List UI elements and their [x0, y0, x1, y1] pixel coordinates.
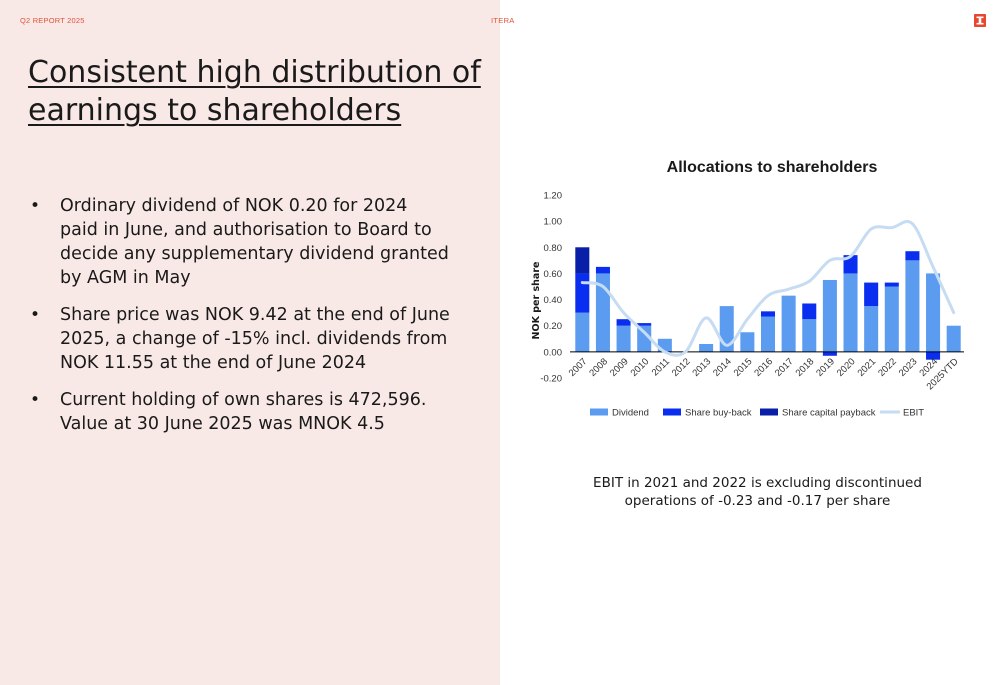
bar-share-buy-back — [595, 266, 610, 274]
x-tick-label: 2022 — [876, 356, 899, 379]
legend-swatch-share-capital-payback — [760, 408, 778, 416]
bar-dividend — [595, 273, 610, 352]
bar-share-buy-back — [637, 323, 652, 326]
bar-dividend — [740, 332, 755, 352]
bar-share-buy-back — [843, 255, 858, 274]
bullet-list: • Ordinary dividend of NOK 0.20 for 2024 … — [30, 194, 450, 449]
bar-share-capital-payback — [575, 247, 590, 274]
y-tick-label: 0.20 — [544, 321, 563, 332]
ebit-line — [580, 220, 956, 357]
x-tick-label: 2012 — [670, 356, 693, 379]
bar-dividend — [843, 273, 858, 352]
bar-share-buy-back — [864, 282, 879, 307]
bar-share-buy-back — [822, 351, 837, 356]
y-tick-label: -0.20 — [540, 374, 562, 385]
chart-footnote: EBIT in 2021 and 2022 is excluding disco… — [593, 475, 922, 509]
legend-label: Dividend — [612, 408, 649, 419]
bar-dividend — [905, 260, 920, 352]
y-tick-label: 0.60 — [544, 269, 563, 280]
bar-dividend — [781, 295, 796, 352]
allocations-chart: Allocations to shareholders -0.20 0.00 0.20… — [520, 150, 990, 430]
legend-label: EBIT — [903, 408, 924, 419]
y-tick-label: 0.00 — [544, 347, 563, 358]
x-tick-label: 2011 — [650, 356, 672, 378]
bullet-icon: • — [30, 196, 41, 216]
company-label: ITERA — [491, 16, 515, 25]
bar-dividend — [575, 312, 590, 352]
bar-share-buy-back — [926, 351, 941, 360]
report-label: Q2 REPORT 2025 — [20, 16, 85, 25]
bar-dividend — [802, 319, 817, 352]
y-tick-label: 1.00 — [544, 217, 563, 228]
left-panel — [0, 0, 500, 685]
x-tick-label: 2018 — [794, 356, 817, 379]
y-tick-label: 0.80 — [544, 243, 563, 254]
legend-swatch-dividend — [590, 408, 608, 416]
bar-dividend — [946, 325, 961, 352]
bar-share-buy-back — [884, 282, 899, 287]
itera-logo-icon — [974, 14, 986, 27]
bar-share-buy-back — [802, 303, 817, 320]
x-tick-label: 2014 — [711, 356, 734, 379]
y-axis-label: NOK per share — [531, 262, 542, 340]
chart-svg: Allocations to shareholders -0.20 0.00 0.20… — [531, 159, 964, 419]
x-tick-label: 2013 — [690, 356, 713, 379]
legend-swatch-share-buy-back — [663, 408, 681, 416]
x-tick-label: 2021 — [856, 356, 879, 379]
bar-dividend — [822, 279, 837, 352]
bar-dividend — [884, 286, 899, 352]
legend-label: Share capital payback — [782, 408, 876, 419]
x-tick-label: 2017 — [773, 356, 796, 379]
bullet-icon: • — [30, 390, 41, 410]
bullet-text: Current holding of own shares is 472,596… — [60, 390, 427, 434]
x-tick-label: 2008 — [587, 356, 610, 379]
bar-share-buy-back — [905, 251, 920, 261]
bar-share-buy-back — [575, 273, 590, 313]
chart-title: Allocations to shareholders — [667, 159, 878, 176]
bar-dividend — [926, 273, 941, 352]
x-tick-label: 2019 — [814, 356, 837, 379]
bullet-icon: • — [30, 305, 41, 325]
x-tick-label: 2007 — [567, 356, 590, 379]
y-tick-label: 1.20 — [544, 191, 563, 202]
legend-label: Share buy-back — [685, 408, 752, 419]
bar-share-buy-back — [616, 319, 631, 326]
bar-share-buy-back — [760, 311, 776, 317]
bar-dividend — [699, 344, 714, 352]
bullet-item: • Current holding of own shares is 472,59… — [30, 388, 450, 436]
bullet-item: • Share price was NOK 9.42 at the end of … — [30, 303, 450, 375]
x-tick-label: 2015 — [732, 356, 755, 379]
y-tick-label: 0.40 — [544, 295, 563, 306]
x-tick-label: 2023 — [897, 356, 920, 379]
bullet-item: • Ordinary dividend of NOK 0.20 for 2024 … — [30, 194, 450, 290]
x-tick-label: 2016 — [752, 356, 775, 379]
bullet-text: Ordinary dividend of NOK 0.20 for 2024 p… — [60, 196, 449, 288]
bar-dividend — [864, 306, 879, 352]
bar-dividend — [760, 316, 776, 352]
bar-dividend — [637, 325, 652, 352]
x-tick-label: 2020 — [835, 356, 858, 379]
x-tick-label: 2009 — [608, 356, 631, 379]
bar-dividend — [616, 325, 631, 352]
page-title: Consistent high distribution of earnings… — [28, 55, 481, 128]
bullet-text: Share price was NOK 9.42 at the end of J… — [60, 305, 450, 373]
x-tick-label: 2010 — [629, 356, 652, 379]
